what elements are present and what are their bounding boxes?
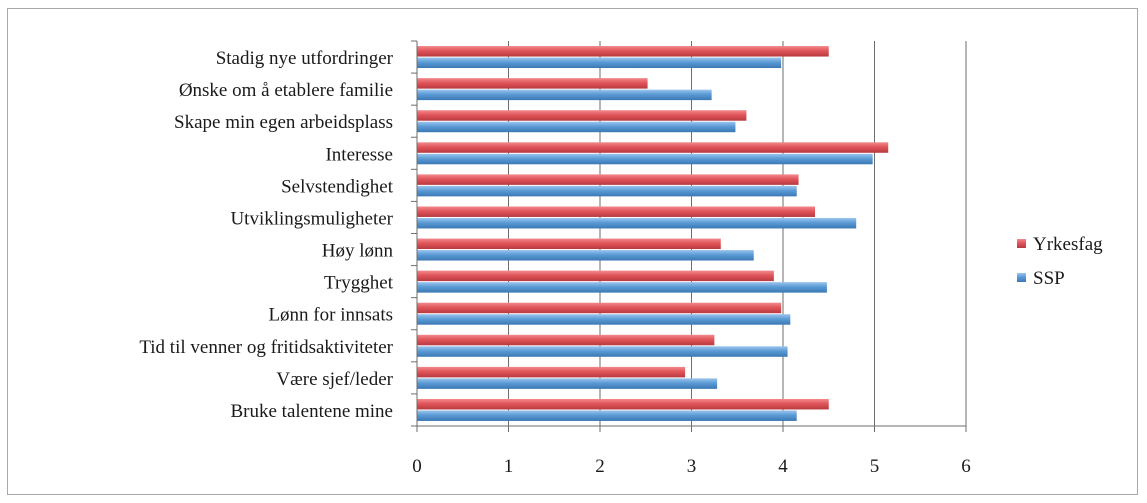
bar-yrkesfag bbox=[417, 270, 774, 282]
category-label: Bruke talentene mine bbox=[231, 401, 394, 422]
category-label: Trygghet bbox=[324, 273, 394, 294]
x-tick-label: 6 bbox=[961, 456, 971, 477]
bar-yrkesfag bbox=[417, 78, 648, 89]
bar-yrkesfag bbox=[417, 334, 715, 346]
x-tick-labels: 0 1 2 3 4 5 6 bbox=[412, 456, 971, 477]
category-label: Ønske om å etablere familie bbox=[179, 80, 393, 101]
bar-ssp bbox=[417, 410, 797, 421]
gridlines bbox=[508, 41, 967, 426]
bar-yrkesfag bbox=[417, 46, 829, 57]
bar-ssp bbox=[417, 185, 797, 197]
bar-yrkesfag bbox=[417, 110, 747, 121]
x-tick-label: 3 bbox=[687, 456, 697, 477]
bar-ssp bbox=[417, 121, 736, 133]
bar-yrkesfag bbox=[417, 238, 721, 250]
legend-label-yrkesfag: Yrkesfag bbox=[1033, 234, 1103, 255]
x-tick-label: 5 bbox=[870, 456, 880, 477]
bar-ssp bbox=[417, 282, 827, 293]
bar-yrkesfag bbox=[417, 206, 816, 217]
category-label: Selvstendighet bbox=[281, 176, 394, 197]
bar-yrkesfag bbox=[417, 398, 829, 410]
category-label: Tid til venner og fritidsaktiviteter bbox=[139, 337, 393, 358]
category-labels: Stadig nye utfordringer Ønske om å etable… bbox=[139, 48, 393, 422]
category-label: Interesse bbox=[325, 144, 393, 165]
axes bbox=[411, 40, 967, 432]
x-tick-label: 4 bbox=[778, 456, 788, 477]
legend-swatch-ssp bbox=[1017, 273, 1026, 282]
bar-yrkesfag bbox=[417, 366, 686, 378]
bar-ssp bbox=[417, 153, 873, 165]
category-label: Stadig nye utfordringer bbox=[216, 48, 394, 69]
category-label: Skape min egen arbeidsplass bbox=[174, 112, 393, 133]
bar-ssp bbox=[417, 217, 857, 229]
bar-ssp bbox=[417, 314, 791, 325]
x-tick-label: 0 bbox=[412, 456, 422, 477]
x-tick-label: 1 bbox=[504, 456, 514, 477]
category-label: Utviklingsmuligheter bbox=[230, 208, 393, 229]
category-label: Være sjef/leder bbox=[276, 369, 393, 390]
legend-label-ssp: SSP bbox=[1033, 268, 1065, 289]
bar-ssp bbox=[417, 378, 718, 389]
category-label: Lønn for innsats bbox=[268, 305, 393, 326]
category-label: Høy lønn bbox=[322, 241, 394, 262]
bar-ssp bbox=[417, 57, 782, 69]
legend-swatch-yrkesfag bbox=[1017, 239, 1026, 248]
bar-yrkesfag bbox=[417, 302, 782, 314]
x-tick-label: 2 bbox=[595, 456, 605, 477]
bar-ssp bbox=[417, 89, 712, 101]
bars bbox=[417, 46, 889, 421]
bar-yrkesfag bbox=[417, 142, 889, 153]
legend: Yrkesfag SSP bbox=[1017, 234, 1103, 289]
bar-yrkesfag bbox=[417, 174, 799, 185]
bar-ssp bbox=[417, 346, 788, 357]
bar-ssp bbox=[417, 250, 754, 261]
